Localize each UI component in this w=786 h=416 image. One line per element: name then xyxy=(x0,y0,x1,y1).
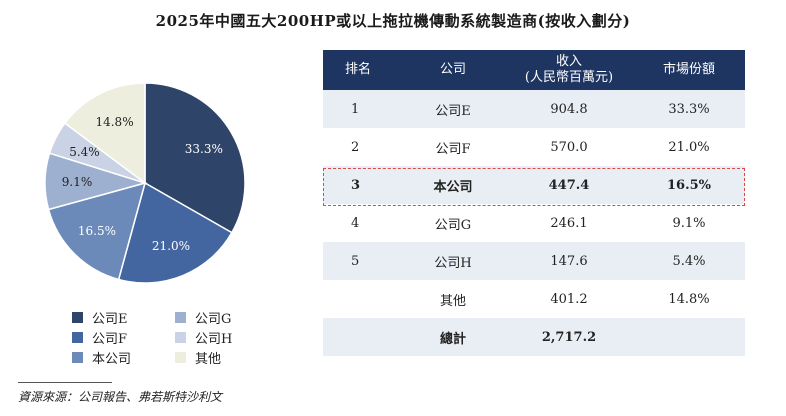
pie-slice-company-f xyxy=(117,181,233,284)
legend-swatch-others xyxy=(175,352,186,363)
cell-company: 其他 xyxy=(401,280,505,318)
legend-swatch-company-e xyxy=(72,312,83,323)
legend-item-company-h: 公司H xyxy=(175,328,232,347)
header-share: 市場份額 xyxy=(633,50,745,90)
cell-company: 本公司 xyxy=(401,166,505,204)
chart-title: 2025年中國五大200HP或以上拖拉機傳動系統製造商(按收入劃分) xyxy=(155,12,631,30)
table-row: 其他 401.2 14.8% xyxy=(323,280,745,318)
cell-rank xyxy=(323,318,401,356)
table-row: 5 公司H 147.6 5.4% xyxy=(323,242,745,280)
table-row: 4 公司G 246.1 9.1% xyxy=(323,204,745,242)
cell-rank: 5 xyxy=(323,242,401,280)
cell-revenue: 246.1 xyxy=(505,204,633,242)
legend-item-company-f: 公司F xyxy=(72,328,127,347)
legend-label-company-e: 公司E xyxy=(92,312,128,327)
legend-label-our-company: 本公司 xyxy=(92,352,132,367)
cell-company: 公司F xyxy=(401,128,505,166)
table-row: 2 公司F 570.0 21.0% xyxy=(323,128,745,166)
header-company: 公司 xyxy=(401,50,505,90)
legend-swatch-company-g xyxy=(175,312,186,323)
cell-rank: 1 xyxy=(323,90,401,128)
cell-share: 21.0% xyxy=(633,128,745,166)
pie-label-our-company: 16.5% xyxy=(78,224,116,238)
legend-item-our-company: 本公司 xyxy=(72,348,131,367)
table-row-total: 總計 2,717.2 xyxy=(323,318,745,356)
cell-share xyxy=(633,318,745,356)
cell-revenue: 147.6 xyxy=(505,242,633,280)
source-note: 資源來源：公司報告、弗若斯特沙利文 xyxy=(18,390,223,404)
cell-share: 9.1% xyxy=(633,204,745,242)
header-rank: 排名 xyxy=(323,50,401,90)
cell-share: 16.5% xyxy=(633,166,745,204)
cell-company: 公司H xyxy=(401,242,505,280)
pie-label-company-e: 33.3% xyxy=(185,142,223,156)
ranking-table: 排名 公司 收入 (人民幣百萬元) 市場份額 1 公司E 904.8 33.3% … xyxy=(323,50,745,356)
pie-slice-others xyxy=(63,82,146,185)
pie-chart: 33.3% 21.0% 16.5% 9.1% 5.4% 14.8% xyxy=(44,82,246,284)
cell-company: 總計 xyxy=(401,318,505,356)
pie-slice-our-company xyxy=(47,181,147,281)
header-revenue-line2: (人民幣百萬元) xyxy=(524,70,614,85)
header-revenue-line1: 收入 xyxy=(555,54,582,69)
cell-rank: 4 xyxy=(323,204,401,242)
legend-swatch-company-f xyxy=(72,332,83,343)
legend-swatch-our-company xyxy=(72,352,83,363)
legend-item-company-e: 公司E xyxy=(72,308,128,327)
cell-revenue: 447.4 xyxy=(505,166,633,204)
pie-label-company-h: 5.4% xyxy=(69,145,100,159)
cell-share: 14.8% xyxy=(633,280,745,318)
cell-revenue: 2,717.2 xyxy=(505,318,633,356)
legend-item-others: 其他 xyxy=(175,348,221,367)
cell-rank: 2 xyxy=(323,128,401,166)
legend-item-company-g: 公司G xyxy=(175,308,231,327)
legend-label-company-g: 公司G xyxy=(195,312,232,327)
pie-slice-company-e xyxy=(144,82,246,234)
source-divider xyxy=(18,382,112,383)
legend-swatch-company-h xyxy=(175,332,186,343)
cell-revenue: 401.2 xyxy=(505,280,633,318)
table-header-row: 排名 公司 收入 (人民幣百萬元) 市場份額 xyxy=(323,50,745,90)
cell-rank xyxy=(323,280,401,318)
table-row: 1 公司E 904.8 33.3% xyxy=(323,90,745,128)
cell-share: 5.4% xyxy=(633,242,745,280)
legend-label-company-f: 公司F xyxy=(92,332,128,347)
legend-label-company-h: 公司H xyxy=(195,332,233,347)
cell-revenue: 904.8 xyxy=(505,90,633,128)
cell-company: 公司G xyxy=(401,204,505,242)
cell-rank: 3 xyxy=(323,166,401,204)
header-revenue: 收入 (人民幣百萬元) xyxy=(505,50,633,90)
cell-company: 公司E xyxy=(401,90,505,128)
cell-share: 33.3% xyxy=(633,90,745,128)
pie-label-others: 14.8% xyxy=(95,115,133,129)
pie-label-company-f: 21.0% xyxy=(152,239,190,253)
table-row-highlighted: 3 本公司 447.4 16.5% xyxy=(323,166,745,204)
pie-label-company-g: 9.1% xyxy=(62,175,93,189)
legend-label-others: 其他 xyxy=(195,352,222,367)
cell-revenue: 570.0 xyxy=(505,128,633,166)
